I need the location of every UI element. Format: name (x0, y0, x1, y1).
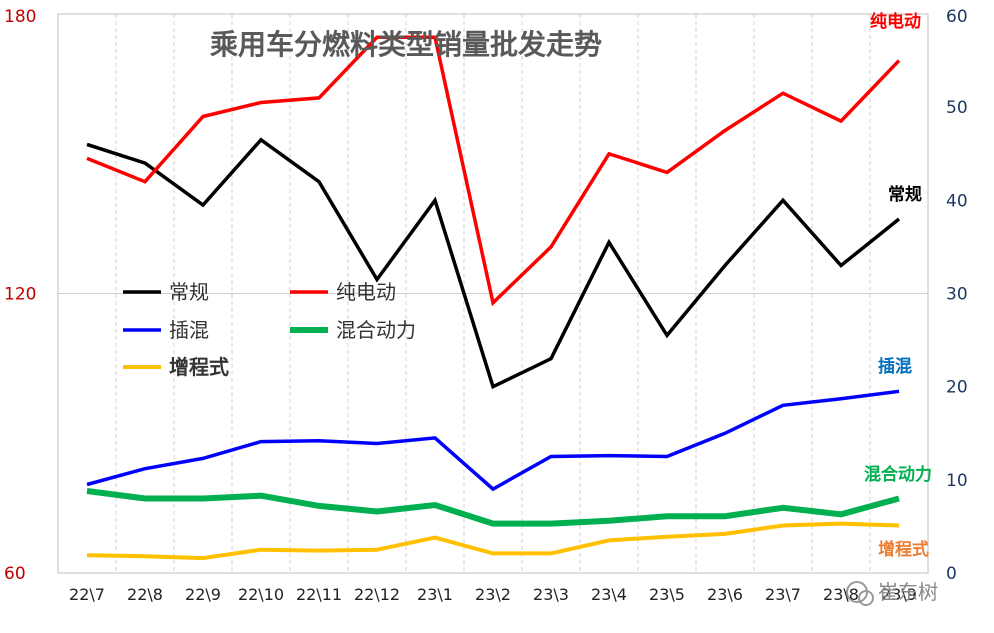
x-tick-label: 22\9 (185, 585, 221, 604)
y-right-tick-label: 20 (946, 378, 968, 398)
chart-title: 乘用车分燃料类型销量批发走势 (210, 28, 602, 61)
series-line-增程式 (86, 521, 900, 561)
x-tick-label: 23\7 (765, 585, 801, 604)
y-right-tick-label: 0 (946, 564, 957, 584)
legend-label: 常规 (169, 280, 209, 304)
grid (58, 14, 928, 573)
watermark: 崔东树 (846, 580, 938, 606)
legend-label: 混合动力 (336, 318, 416, 342)
series-line-常规 (86, 137, 901, 390)
y-right-tick-label: 30 (946, 285, 968, 305)
y-right-tick-label: 40 (946, 191, 968, 211)
x-tick-label: 23\9 (881, 585, 917, 604)
x-tick-label: 23\6 (707, 585, 743, 604)
y-right-tick-label: 50 (946, 98, 968, 118)
watermark-text: 崔东树 (878, 580, 938, 604)
x-tick-label: 22\12 (354, 585, 400, 604)
legend-label: 增程式 (169, 355, 229, 379)
y-left-tick-label: 120 (4, 285, 36, 305)
y-right-tick-label: 10 (946, 471, 968, 491)
y-left-tick-label: 60 (4, 564, 26, 584)
series-label: 插混 (878, 356, 912, 377)
series-label: 增程式 (878, 539, 929, 560)
x-tick-label: 22\10 (238, 585, 284, 604)
y-left-tick-label: 180 (4, 7, 36, 27)
series (86, 35, 901, 561)
x-tick-label: 23\2 (475, 585, 511, 604)
series-label: 混合动力 (864, 464, 932, 485)
x-tick-label: 23\1 (417, 585, 453, 604)
series-label: 常规 (888, 184, 922, 205)
legend-label: 插混 (169, 318, 209, 342)
plot-area-border (57, 13, 929, 574)
x-tick-label: 22\7 (69, 585, 105, 604)
series-line-混合动力 (86, 488, 900, 527)
x-tick-label: 22\8 (127, 585, 163, 604)
wechat-icon-small (858, 590, 874, 606)
axes: 60 120 180 0 10 20 30 40 50 60 22\7 22\8 22\9 22\10 22… (4, 7, 968, 604)
x-tick-label: 23\4 (591, 585, 627, 604)
series-line-纯电动 (86, 35, 901, 307)
series-label: 纯电动 (870, 11, 921, 32)
x-tick-label: 23\3 (533, 585, 569, 604)
x-tick-label: 23\5 (649, 585, 685, 604)
series-line-插混 (86, 389, 900, 492)
legend-label: 纯电动 (336, 280, 396, 304)
y-right-tick-label: 60 (946, 7, 968, 27)
x-tick-label: 22\11 (296, 585, 342, 604)
